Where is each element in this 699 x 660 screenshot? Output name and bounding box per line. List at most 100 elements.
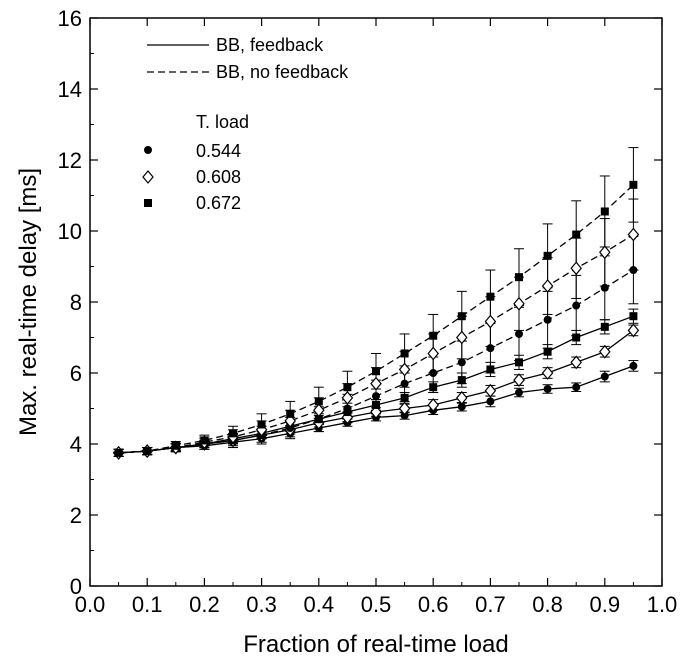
data-point-square	[515, 358, 523, 367]
x-axis-title: Fraction of real-time load	[243, 631, 508, 658]
data-point-diamond	[456, 330, 468, 345]
x-tick-label: 0.5	[361, 592, 392, 617]
x-tick-label: 0.8	[532, 592, 563, 617]
series-markers	[112, 180, 640, 460]
data-point-circle	[629, 266, 638, 275]
y-tick-label: 0	[70, 574, 82, 599]
data-point-square	[171, 441, 180, 450]
legend-label-0672: 0.672	[196, 193, 241, 213]
data-point-square	[572, 230, 581, 239]
x-tick-label: 0.7	[475, 592, 506, 617]
data-point-diamond	[599, 245, 611, 260]
axis-ticks: 0.0 0.1 0.2 0.3 0.4 0.5 0.6 0.7 0.8 0.9 1.0 0 2 4 6 8 10…	[58, 6, 678, 617]
data-point-circle	[515, 388, 523, 397]
data-point-diamond	[341, 390, 354, 405]
data-point-square	[629, 180, 638, 189]
data-point-circle	[486, 344, 495, 353]
data-point-diamond	[370, 405, 382, 419]
data-point-square	[572, 333, 581, 342]
data-point-circle	[629, 361, 638, 370]
legend: BB, feedback BB, no feedback T. load 0.5…	[142, 35, 349, 213]
y-tick-label: 6	[70, 361, 82, 386]
x-tick-label: 0.2	[189, 592, 220, 617]
data-point-square	[200, 436, 209, 445]
data-point-square	[114, 448, 123, 457]
legend-label-0608: 0.608	[196, 167, 241, 187]
data-point-square	[400, 393, 409, 402]
data-point-circle	[457, 358, 466, 367]
data-point-square	[486, 292, 495, 301]
data-point-circle	[515, 329, 523, 338]
data-point-diamond	[541, 366, 554, 380]
data-point-diamond	[284, 413, 296, 428]
data-point-diamond	[627, 227, 640, 242]
x-tick-label: 0.4	[304, 592, 335, 617]
data-point-square	[457, 312, 466, 321]
x-tick-label: 0.3	[246, 592, 277, 617]
data-point-diamond	[570, 261, 582, 276]
data-point-circle	[600, 283, 609, 292]
data-point-square	[429, 383, 438, 392]
legend-marker-title: T. load	[196, 112, 249, 132]
data-point-circle	[400, 379, 409, 388]
data-point-square	[257, 420, 266, 429]
x-tick-label: 0.9	[590, 592, 621, 617]
data-point-diamond	[313, 403, 325, 418]
data-point-diamond	[541, 279, 554, 293]
data-point-square	[143, 447, 152, 456]
y-tick-label: 14	[58, 77, 82, 102]
data-point-square	[343, 383, 352, 392]
data-point-square	[286, 409, 295, 418]
data-point-circle	[372, 392, 380, 401]
data-point-circle	[314, 415, 323, 424]
y-tick-label: 12	[58, 148, 82, 173]
data-point-square	[543, 251, 552, 260]
data-point-square	[629, 312, 638, 321]
y-tick-label: 10	[58, 219, 82, 244]
y-axis-title: Max. real-time delay [ms]	[15, 168, 42, 436]
legend-label-no-feedback: BB, no feedback	[216, 62, 349, 82]
data-point-diamond	[599, 344, 611, 359]
data-point-diamond	[398, 362, 411, 377]
data-point-circle	[572, 383, 581, 392]
data-point-diamond	[484, 383, 497, 398]
data-point-circle	[572, 301, 581, 310]
data-point-circle	[286, 424, 295, 433]
y-tick-label: 4	[70, 432, 82, 457]
y-tick-label: 2	[70, 503, 82, 528]
data-point-square	[429, 331, 438, 340]
data-point-diamond	[370, 376, 382, 391]
data-point-square	[543, 347, 552, 356]
y-tick-label: 8	[70, 290, 82, 315]
data-point-circle	[543, 315, 552, 324]
data-point-diamond	[427, 398, 439, 412]
data-point-diamond	[627, 323, 640, 338]
data-point-square	[515, 273, 523, 282]
data-point-square	[314, 397, 323, 406]
data-point-square	[600, 322, 609, 331]
data-point-circle	[429, 369, 438, 377]
data-point-square	[486, 365, 495, 374]
x-tick-label: 0.6	[418, 592, 449, 617]
x-tick-label: 0.1	[132, 592, 163, 617]
x-tick-label: 1.0	[647, 592, 678, 617]
legend-diamond-marker	[142, 170, 154, 184]
legend-label-feedback: BB, feedback	[216, 35, 324, 55]
data-point-circle	[343, 404, 352, 413]
legend-label-0544: 0.544	[196, 141, 241, 161]
data-point-circle	[486, 397, 495, 406]
data-point-diamond	[513, 296, 525, 311]
x-tick-label: 0.0	[75, 592, 106, 617]
data-point-circle	[600, 372, 609, 381]
data-point-square	[600, 207, 609, 216]
data-point-square	[400, 349, 409, 358]
data-point-diamond	[513, 373, 525, 388]
legend-square-marker	[144, 199, 152, 207]
data-point-circle	[457, 402, 466, 411]
data-point-square	[372, 400, 380, 409]
y-tick-label: 16	[58, 6, 82, 31]
data-point-diamond	[427, 346, 439, 361]
data-point-diamond	[398, 401, 411, 416]
legend-circle-marker	[144, 146, 152, 154]
